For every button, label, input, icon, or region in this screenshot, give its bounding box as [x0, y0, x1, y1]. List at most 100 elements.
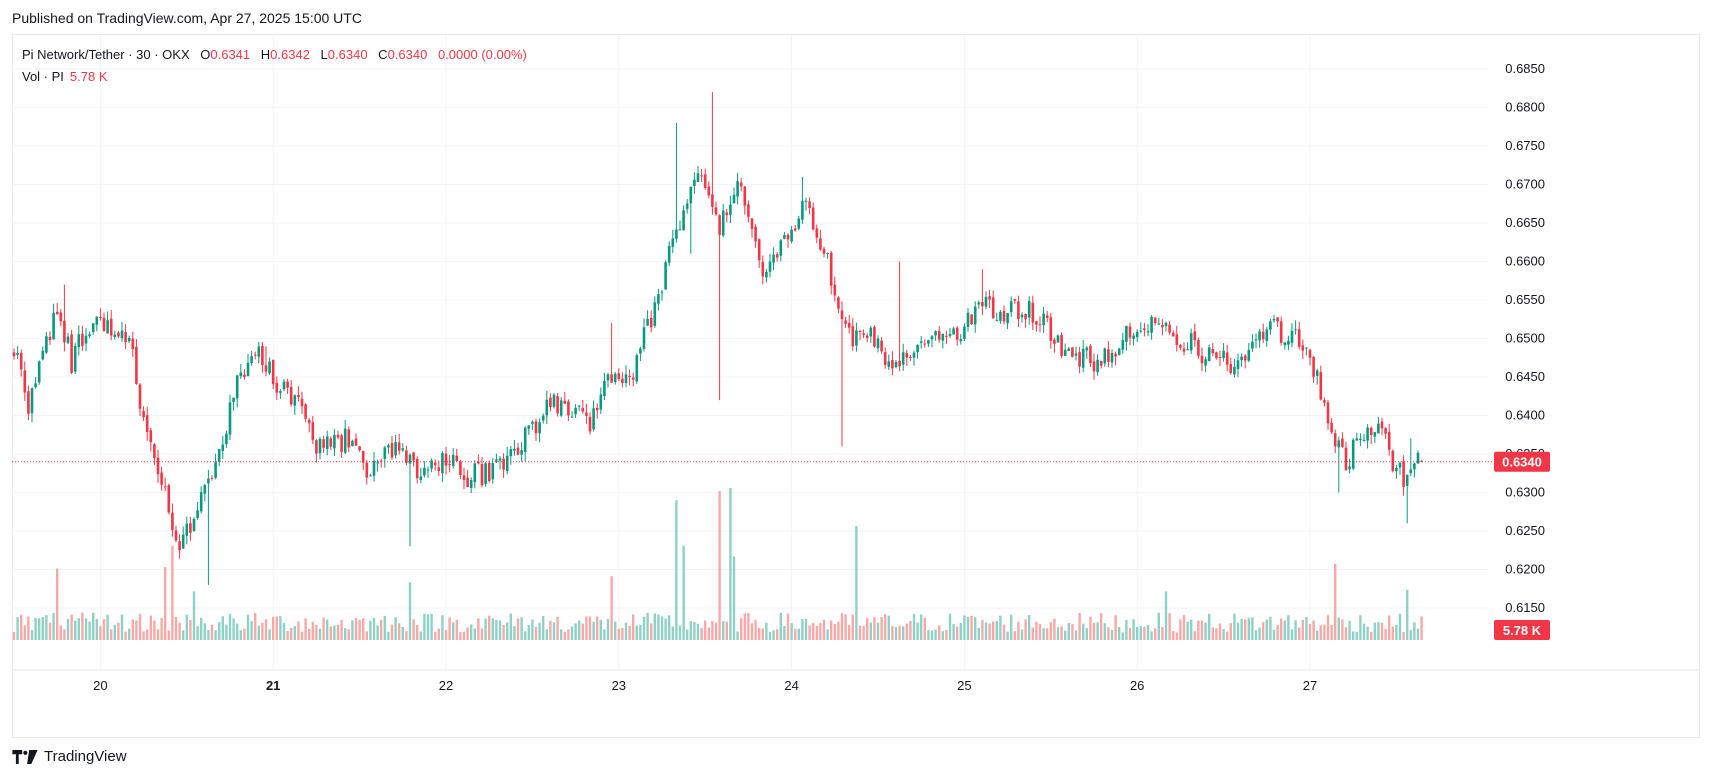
candle-body — [559, 400, 563, 416]
candle-body — [743, 186, 747, 206]
volume-bar — [1276, 625, 1279, 640]
volume-bar — [1272, 629, 1276, 640]
volume-bar — [412, 619, 415, 640]
volume-bar — [534, 626, 538, 640]
volume-bar — [725, 621, 728, 640]
candle-body — [1290, 330, 1294, 343]
volume-bar — [1132, 619, 1135, 640]
candle-body — [225, 433, 228, 445]
candle-body — [228, 402, 232, 435]
volume-bar — [250, 621, 253, 640]
volume-bar — [1236, 622, 1240, 640]
volume-bar — [1262, 622, 1265, 640]
candle-body — [318, 438, 322, 454]
candle-body — [685, 203, 689, 209]
candle-body — [711, 194, 714, 207]
tradingview-logo-icon[interactable] — [12, 749, 38, 764]
candle-body — [415, 458, 419, 479]
candle-body — [718, 215, 721, 235]
volume-bar — [689, 621, 692, 640]
volume-bar — [56, 568, 59, 640]
volume-value: 5.78 K — [69, 69, 108, 84]
candle-body — [1042, 313, 1045, 326]
volume-bar — [574, 623, 577, 640]
candle-body — [1283, 342, 1287, 346]
candle-body — [909, 356, 912, 358]
volume-bar — [405, 631, 408, 640]
candle-body — [372, 460, 376, 476]
candle-body — [797, 218, 801, 229]
candle-body — [1161, 324, 1164, 328]
candle-body — [401, 448, 405, 451]
candle-body — [55, 311, 59, 315]
volume-bar — [275, 616, 278, 640]
candle-body — [732, 194, 736, 204]
volume-bar — [1377, 622, 1380, 640]
volume-bar — [160, 617, 163, 640]
volume-label[interactable]: Vol · PI — [22, 69, 64, 84]
candle-body — [189, 523, 192, 533]
volume-bar — [538, 622, 541, 640]
volume-bar — [1125, 619, 1128, 640]
volume-bar — [20, 614, 23, 640]
volume-bar — [653, 613, 656, 640]
volume-bar — [599, 619, 602, 640]
symbol-title[interactable]: Pi Network/Tether · 30 · OKX — [22, 47, 190, 62]
volume-bar — [704, 620, 707, 640]
candle-body — [1348, 466, 1351, 470]
candle-body — [412, 452, 415, 461]
volume-bar — [797, 628, 800, 640]
candle-body — [257, 346, 261, 357]
volume-bar — [254, 613, 257, 640]
volume-bar — [95, 618, 98, 640]
candle-body — [437, 467, 441, 472]
candle-body — [923, 343, 927, 345]
candle-body — [37, 361, 41, 383]
volume-bar — [326, 619, 329, 640]
candle-body — [91, 323, 95, 333]
candle-body — [354, 438, 358, 446]
candle-body — [156, 457, 160, 475]
volume-bar — [729, 488, 732, 640]
volume-bar — [365, 631, 368, 640]
volume-bar — [333, 625, 336, 640]
volume-bar — [1154, 628, 1157, 640]
candle-body — [1013, 299, 1017, 301]
candle-body — [1229, 364, 1233, 373]
candle-body — [1153, 317, 1157, 324]
candle-body — [970, 314, 973, 325]
candle-body — [1247, 349, 1251, 361]
candle-body — [689, 186, 693, 204]
volume-bar — [372, 617, 376, 640]
volume-bar — [977, 627, 980, 640]
volume-bar — [1269, 616, 1272, 640]
candle-body — [1128, 326, 1132, 338]
volume-bar — [192, 591, 196, 640]
candle-body — [793, 228, 797, 231]
candle-body — [1236, 360, 1240, 370]
candle-body — [12, 352, 16, 357]
volume-bar — [848, 624, 851, 640]
price-tick-label: 0.6700 — [1505, 177, 1545, 192]
volume-bar — [549, 620, 552, 640]
volume-bar — [776, 629, 779, 640]
candle-body — [1002, 310, 1006, 322]
volume-bar — [632, 614, 635, 640]
volume-bar — [1380, 622, 1384, 640]
candle-body — [829, 252, 833, 286]
volume-bar — [916, 622, 919, 640]
candle-body — [1197, 339, 1200, 356]
volume-bar — [1416, 628, 1420, 640]
volume-bar — [747, 613, 750, 640]
volume-bar — [1060, 626, 1063, 640]
volume-bar — [948, 613, 952, 640]
volume-bar — [38, 618, 41, 640]
volume-bar — [1053, 618, 1056, 640]
candle-body — [1337, 440, 1341, 448]
footer-brand[interactable]: TradingView — [44, 748, 127, 765]
candle-body — [297, 395, 300, 398]
candle-body — [279, 391, 282, 393]
volume-bar — [722, 621, 725, 640]
candle-body — [585, 412, 588, 416]
